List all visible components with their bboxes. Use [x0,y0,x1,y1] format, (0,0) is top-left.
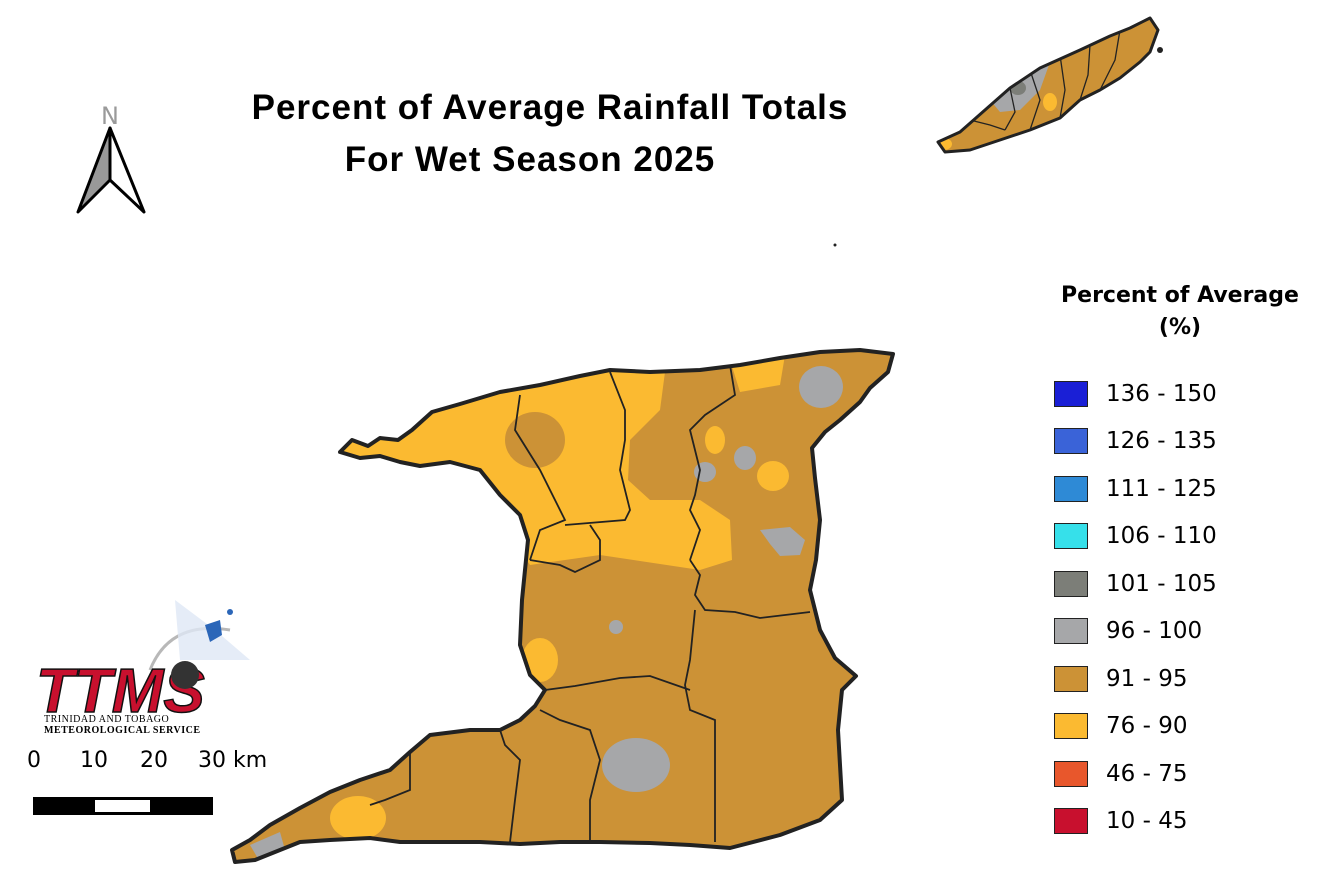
legend-label: 76 - 90 [1106,713,1188,740]
legend-item: 106 - 110 [1040,513,1320,561]
legend-label: 10 - 45 [1106,808,1188,835]
north-arrow-right-icon [108,126,146,214]
scale-segment-1 [33,797,92,815]
satellite-dish-icon [171,661,199,689]
legend-label: 126 - 135 [1106,428,1217,455]
tobago-island [833,16,1163,247]
tobago-light-zone-1 [1043,93,1057,111]
scale-bar [33,797,213,815]
legend-label: 111 - 125 [1106,475,1217,502]
legend-items: 136 - 150 126 - 135 111 - 125 106 - 110 … [1040,370,1320,845]
rainfall-zone-gray-4 [760,527,805,556]
ttms-logo: TTMS [35,600,250,727]
scale-segment-2 [91,797,154,815]
legend-label: 136 - 150 [1106,380,1217,407]
legend-swatch [1054,380,1088,407]
rainfall-zone-southwest [330,796,386,840]
north-arrow-label: N [101,102,119,130]
legend-item: 46 - 75 [1040,750,1320,798]
legend-swatch [1054,665,1088,692]
legend-item: 111 - 125 [1040,465,1320,513]
legend-swatch [1054,808,1088,835]
legend-label: 46 - 75 [1106,760,1188,787]
logo-tobago-icon [227,609,233,615]
tobago-base-zone [938,18,1158,152]
rainfall-zone-gray-2 [734,446,756,470]
legend-swatch [1054,475,1088,502]
north-arrow-left-icon [76,126,112,214]
legend-title-line1: Percent of Average [1061,283,1299,308]
logo-subtitle-2: METEOROLOGICAL SERVICE [44,725,201,736]
scale-label-10: 10 [80,748,108,773]
legend-item: 91 - 95 [1040,655,1320,703]
legend-item: 126 - 135 [1040,418,1320,466]
legend-item: 101 - 105 [1040,560,1320,608]
legend-swatch [1054,618,1088,645]
tobago-islet [1157,47,1163,53]
legend-label: 101 - 105 [1106,570,1217,597]
trinidad-base-zone [232,350,893,862]
legend-item: 76 - 90 [1040,703,1320,751]
legend-title-line2: (%) [1158,315,1202,340]
north-arrow: N [76,102,146,214]
rainfall-zone-pocket-2 [705,426,725,454]
scale-segment-3 [153,797,213,815]
legend-swatch [1054,570,1088,597]
legend-label: 106 - 110 [1106,523,1217,550]
scale-label-20: 20 [140,748,168,773]
legend-title: Percent of Average (%) [1040,280,1320,344]
legend-label: 91 - 95 [1106,665,1188,692]
rainfall-zone-gray-5 [609,620,623,634]
legend-swatch [1054,523,1088,550]
scale-label-0: 0 [27,748,41,773]
legend-label: 96 - 100 [1106,618,1203,645]
tobago-coastline [936,16,1160,154]
rainfall-zone-gray-6 [602,738,670,792]
tobago-parish-boundaries [969,29,1121,131]
legend-swatch [1054,713,1088,740]
logo-trinidad-icon [205,620,222,642]
legend-item: 10 - 45 [1040,798,1320,846]
rainfall-zone-pocket-4 [522,638,558,682]
legend-swatch [1054,428,1088,455]
small-islet [833,243,837,247]
legend-item: 136 - 150 [1040,370,1320,418]
rainfall-zone-gray-7 [250,832,285,862]
logo-subtitle-1: TRINIDAD AND TOBAGO [44,714,170,725]
legend: Percent of Average (%) 136 - 150 126 - 1… [1040,280,1320,845]
trinidad-island [230,348,895,864]
rainfall-zone-gray-1 [799,366,843,408]
legend-swatch [1054,760,1088,787]
county-boundaries [369,364,811,843]
legend-item: 96 - 100 [1040,608,1320,656]
scale-label-30: 30 km [198,748,268,773]
map-title-line2: For Wet Season 2025 [344,140,716,179]
rainfall-zone-pocket-3 [757,461,789,491]
trinidad-coastline [230,348,895,864]
map-title-line1: Percent of Average Rainfall Totals [251,88,849,127]
rainfall-zone-pocket-1 [505,412,565,468]
